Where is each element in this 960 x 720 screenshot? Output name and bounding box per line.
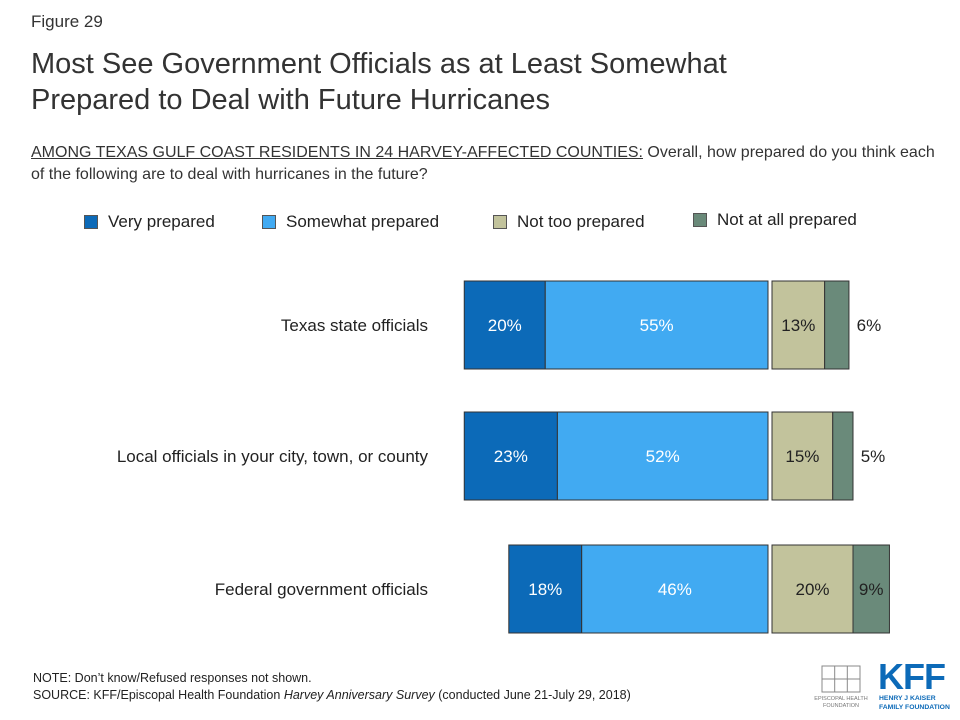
bar-not-at-all-prepared — [832, 411, 854, 501]
bar-not-too-prepared — [771, 544, 854, 634]
data-label-very-prepared: 18% — [528, 580, 562, 599]
category-label: Texas state officials — [281, 316, 428, 335]
category-label: Federal government officials — [215, 580, 428, 599]
legend-item-not-too-prepared: Not too prepared — [493, 212, 645, 232]
bar-not-too-prepared — [771, 280, 826, 370]
chart-title-line-1: Most See Government Officials as at Leas… — [31, 48, 727, 80]
legend-swatch-somewhat-prepared — [262, 215, 276, 229]
legend-label-very-prepared: Very prepared — [108, 212, 215, 231]
legend-label-not-at-all-prepared: Not at all prepared — [717, 210, 857, 229]
note-text: NOTE: Don’t know/Refused responses not s… — [33, 671, 312, 685]
bar-very-prepared — [463, 411, 558, 501]
bar-not-at-all-prepared — [824, 280, 850, 370]
legend-item-not-at-all-prepared: Not at all prepared — [693, 210, 857, 230]
data-label-very-prepared: 23% — [494, 447, 528, 466]
bar-very-prepared — [463, 280, 546, 370]
bar-somewhat-prepared — [581, 544, 769, 634]
source-prefix: SOURCE: KFF/Episcopal Health Foundation — [33, 688, 284, 702]
footnote: NOTE: Don’t know/Refused responses not s… — [33, 670, 631, 704]
episcopal-health-foundation-logo: EPISCOPAL HEALTH FOUNDATION — [814, 665, 868, 709]
data-label-very-prepared: 20% — [488, 316, 522, 335]
subtitle-question: Overall, how prepared do you think each … — [31, 144, 935, 183]
bar-not-at-all-prepared — [852, 544, 890, 634]
chart-title-line-2: Prepared to Deal with Future Hurricanes — [31, 84, 551, 116]
kff-logo: KFF HENRY J KAISER FAMILY FOUNDATION — [878, 657, 950, 711]
data-label-not-too-prepared: 20% — [795, 580, 829, 599]
legend-swatch-very-prepared — [84, 215, 98, 229]
data-label-somewhat-prepared: 55% — [640, 316, 674, 335]
legend-item-somewhat-prepared: Somewhat prepared — [262, 212, 439, 232]
subtitle-population: AMONG TEXAS GULF COAST RESIDENTS IN 24 H… — [31, 144, 643, 161]
chart-subtitle: AMONG TEXAS GULF COAST RESIDENTS IN 24 H… — [31, 142, 941, 186]
data-label-not-at-all-prepared: 6% — [857, 316, 882, 335]
ehf-logo-line-2: FOUNDATION — [823, 703, 859, 709]
chart-legend: Very prepared Somewhat prepared Not too … — [0, 210, 960, 242]
data-label-not-at-all-prepared: 5% — [861, 447, 886, 466]
data-label-somewhat-prepared: 52% — [646, 447, 680, 466]
ehf-logo-line-1: EPISCOPAL HEALTH — [814, 696, 867, 702]
bar-not-too-prepared — [771, 411, 834, 501]
bar-very-prepared — [508, 544, 583, 634]
legend-swatch-not-at-all-prepared — [693, 213, 707, 227]
data-label-not-too-prepared: 13% — [781, 316, 815, 335]
legend-label-somewhat-prepared: Somewhat prepared — [286, 212, 440, 231]
source-suffix: (conducted June 21-July 29, 2018) — [434, 688, 631, 702]
data-label-somewhat-prepared: 46% — [658, 580, 692, 599]
data-label-not-at-all-prepared: 9% — [859, 580, 884, 599]
chart-title: Most See Government Officials as at Leas… — [31, 46, 931, 118]
bar-somewhat-prepared — [556, 411, 769, 501]
source-survey-name: Harvey Anniversary Survey — [283, 688, 435, 702]
data-label-not-too-prepared: 15% — [785, 447, 819, 466]
stacked-bar-chart: Texas state officials 20% 55% 13% 6% Local of… — [117, 280, 890, 634]
bar-somewhat-prepared — [544, 280, 769, 370]
legend-swatch-not-too-prepared — [493, 215, 507, 229]
kff-logo-mark: KFF — [878, 657, 945, 697]
legend-item-very-prepared: Very prepared — [84, 212, 215, 232]
kff-logo-line-2: FAMILY FOUNDATION — [879, 704, 950, 711]
kff-logo-line-1: HENRY J KAISER — [879, 695, 936, 702]
figure-label: Figure 29 — [31, 12, 103, 31]
legend-label-not-too-prepared: Not too prepared — [517, 212, 645, 231]
category-label: Local officials in your city, town, or c… — [117, 447, 429, 466]
source-text: SOURCE: KFF/Episcopal Health Foundation … — [33, 687, 631, 704]
